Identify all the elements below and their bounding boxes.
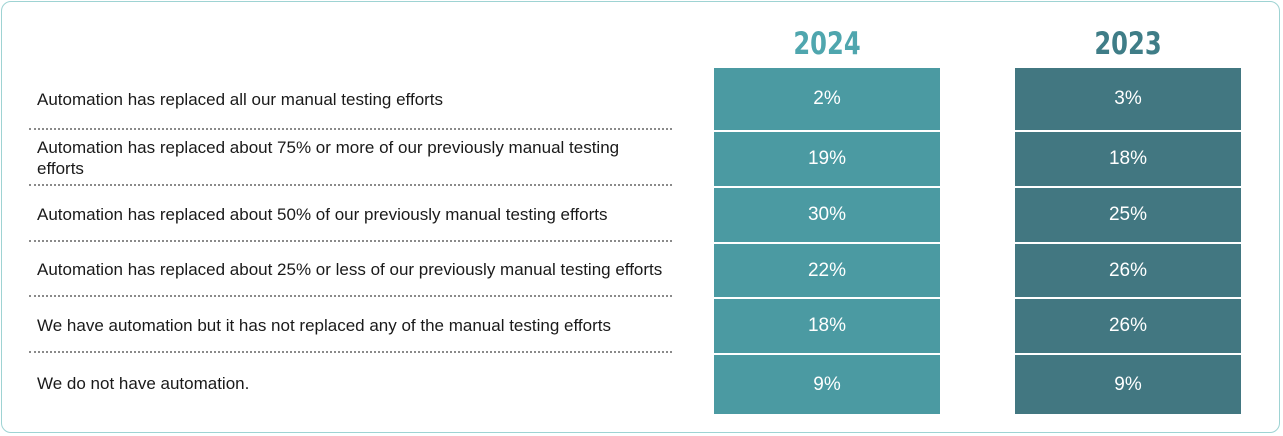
cell-2023-row-3: 25% [1015, 186, 1241, 242]
row-divider [29, 295, 672, 297]
cell-2023-row-2: 18% [1015, 130, 1241, 186]
row-label-1: Automation has replaced all our manual t… [29, 68, 672, 130]
row-label-text: We have automation but it has not replac… [37, 315, 611, 335]
row-label-5: We have automation but it has not replac… [29, 297, 672, 353]
column-2024: 2% 19% 30% 22% 18% 9% [714, 68, 940, 414]
row-divider [29, 128, 672, 130]
cell-2024-row-4: 22% [714, 242, 940, 297]
row-label-text: We do not have automation. [37, 374, 250, 393]
cell-2024-row-5: 18% [714, 297, 940, 353]
cell-2023-row-1: 3% [1015, 68, 1241, 130]
cell-2023-row-6: 9% [1015, 353, 1241, 414]
row-label-text: Automation has replaced all our manual t… [37, 89, 444, 109]
cell-2024-row-3: 30% [714, 186, 940, 242]
row-label-6: We do not have automation. [29, 353, 672, 414]
cell-2024-row-2: 19% [714, 130, 940, 186]
cell-2023-row-4: 26% [1015, 242, 1241, 297]
year-header-2024: 2024 [793, 26, 861, 62]
row-label-text: Automation has replaced about 75% or mor… [37, 138, 620, 178]
column-2023: 3% 18% 25% 26% 26% 9% [1015, 68, 1241, 414]
row-label-text: Automation has replaced about 50% of our… [37, 204, 608, 224]
row-label-3: Automation has replaced about 50% of our… [29, 186, 672, 242]
year-header-2023: 2023 [1094, 26, 1162, 62]
row-label-4: Automation has replaced about 25% or les… [29, 242, 672, 297]
row-divider [29, 240, 672, 242]
row-label-2: Automation has replaced about 75% or mor… [29, 130, 672, 186]
cell-2024-row-6: 9% [714, 353, 940, 414]
cell-2023-row-5: 26% [1015, 297, 1241, 353]
row-label-text: Automation has replaced about 25% or les… [37, 260, 663, 279]
row-divider [29, 184, 672, 186]
cell-2024-row-1: 2% [714, 68, 940, 130]
row-divider [29, 351, 672, 353]
